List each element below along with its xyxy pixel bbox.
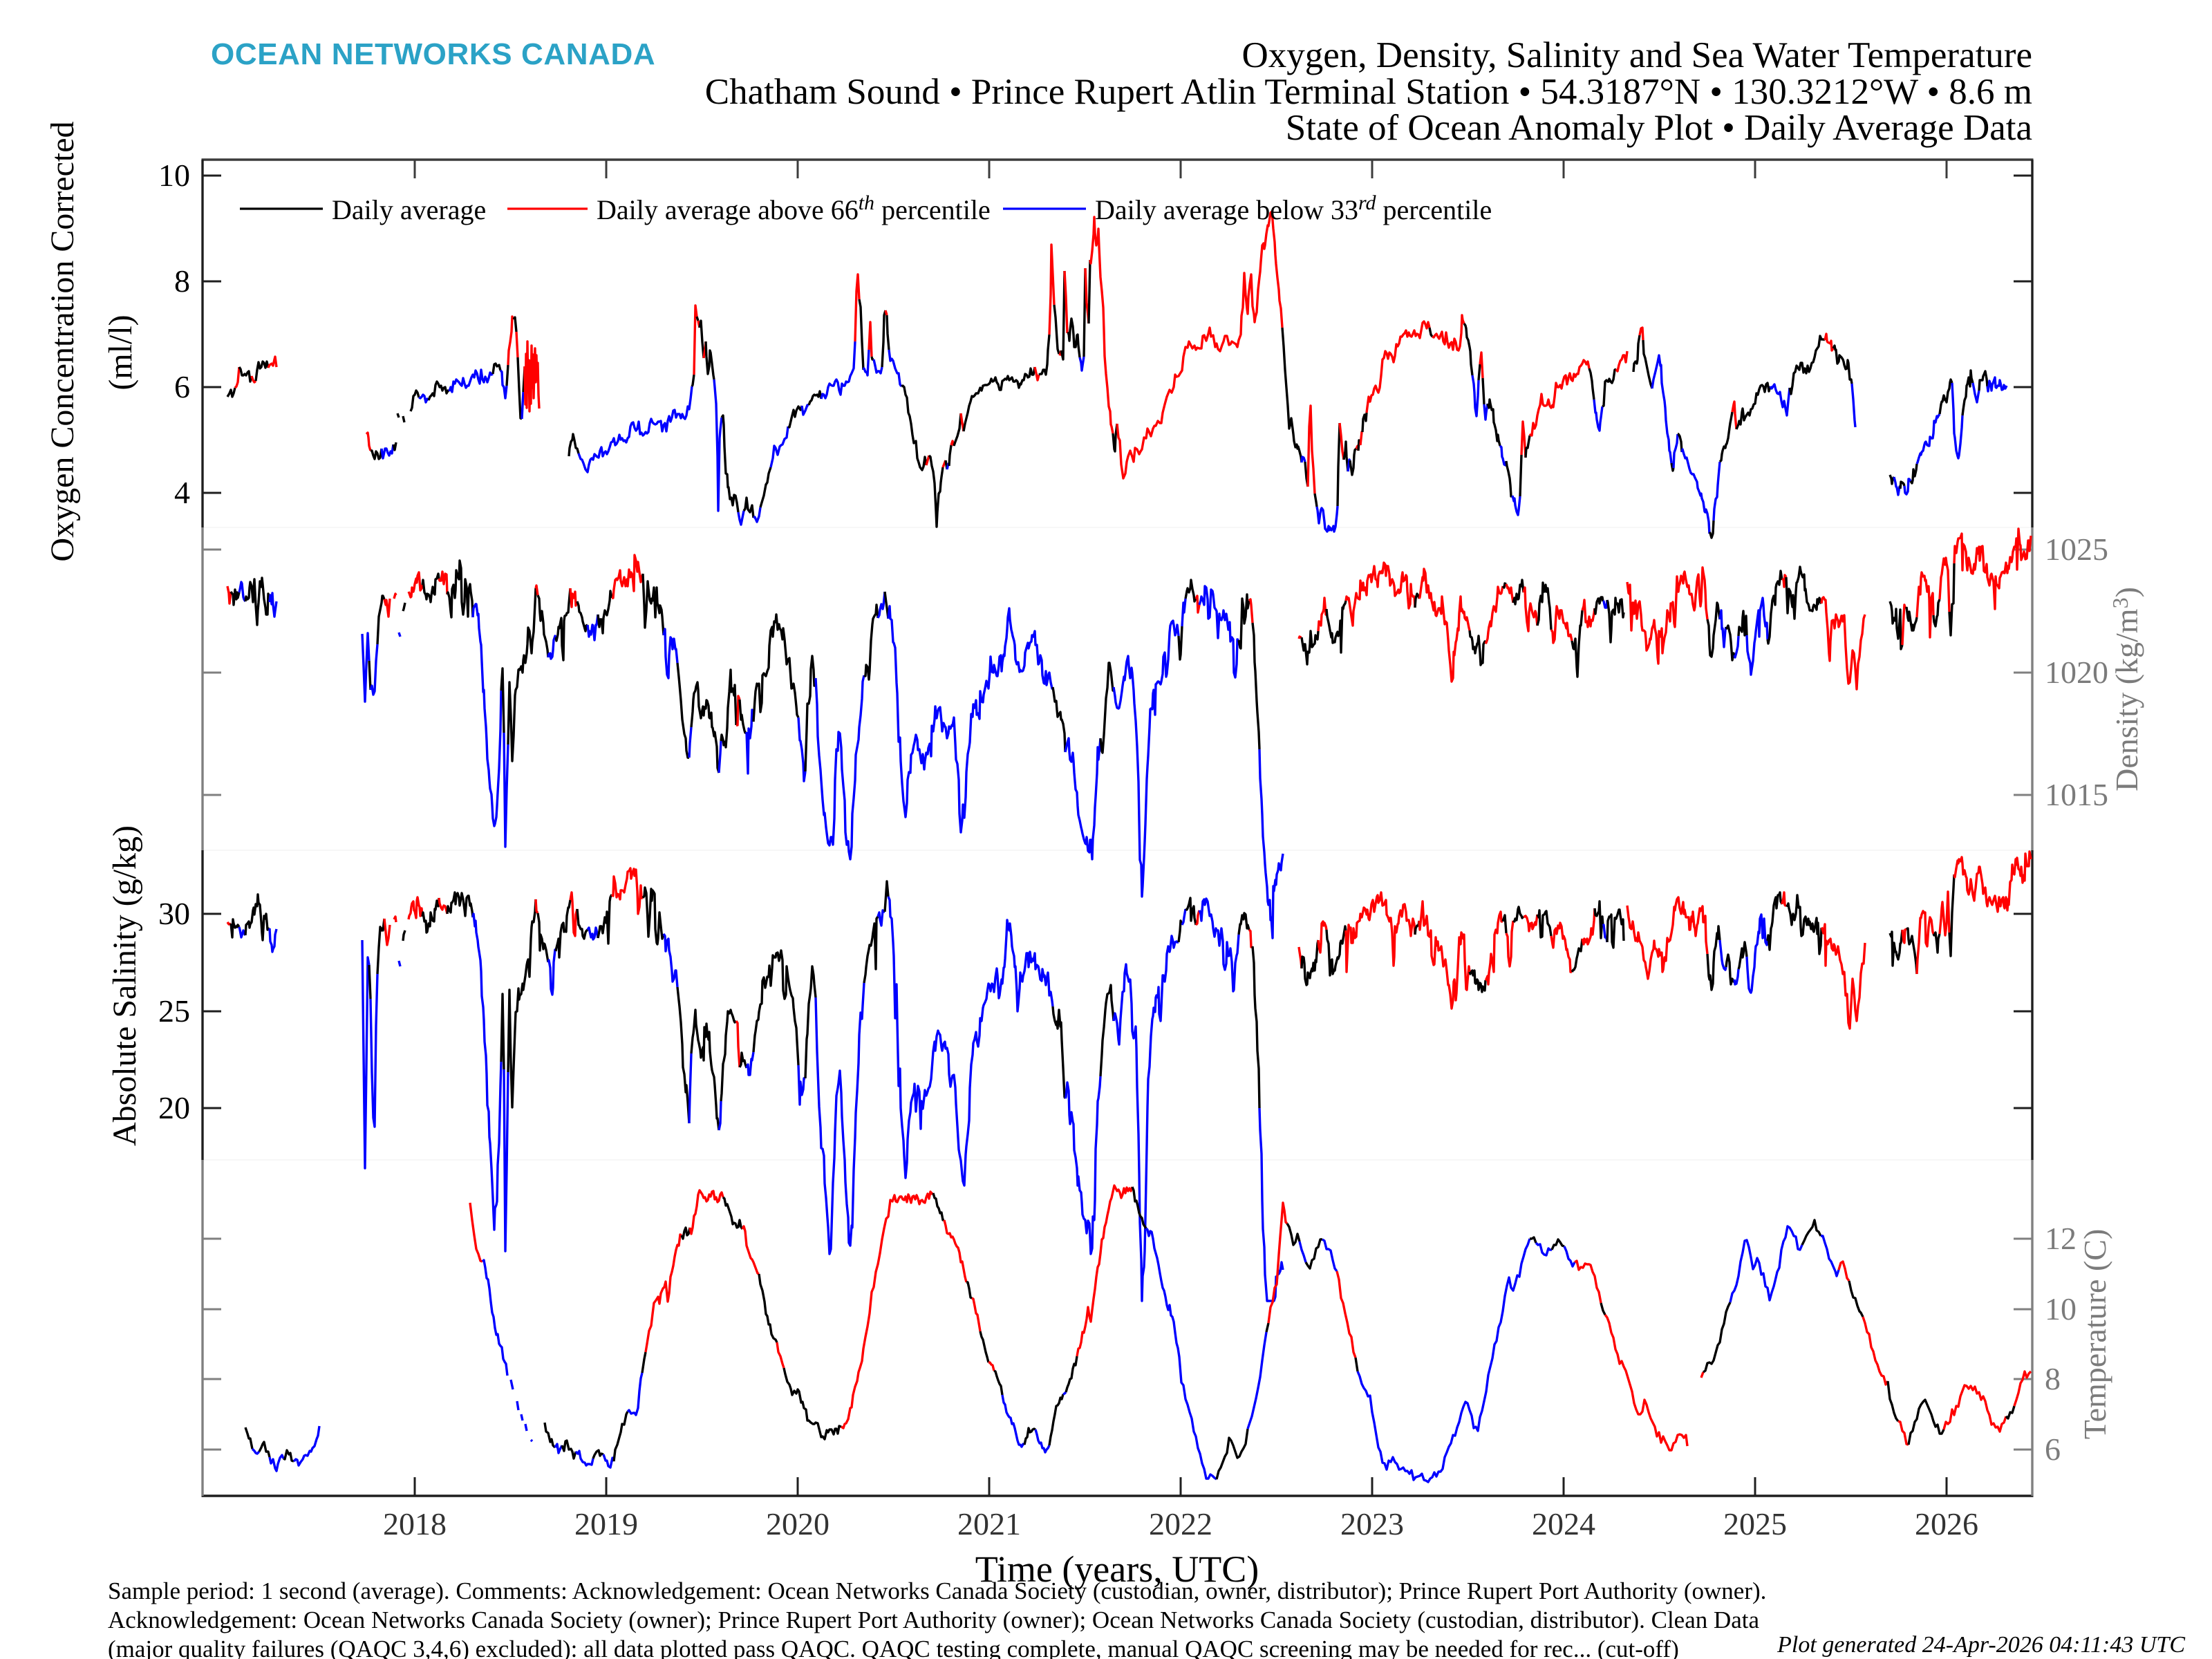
svg-text:2021: 2021 <box>957 1506 1021 1541</box>
svg-text:Plot generated 24-Apr-2026 04:: Plot generated 24-Apr-2026 04:11:43 UTC <box>1777 1632 2185 1658</box>
svg-text:OCEAN NETWORKS CANADA: OCEAN NETWORKS CANADA <box>211 37 655 71</box>
svg-text:4: 4 <box>174 475 190 510</box>
svg-text:State of Ocean Anomaly Plot •: State of Ocean Anomaly Plot • Daily Aver… <box>1286 108 2032 148</box>
svg-text:8: 8 <box>174 263 190 299</box>
svg-text:Daily average above 66th perce: Daily average above 66th percentile <box>597 191 991 225</box>
svg-text:10: 10 <box>2045 1291 2077 1327</box>
svg-text:12: 12 <box>2045 1221 2077 1256</box>
svg-text:2023: 2023 <box>1340 1506 1404 1541</box>
svg-text:Daily average below 33rd perce: Daily average below 33rd percentile <box>1095 191 1492 225</box>
svg-text:8: 8 <box>2045 1361 2061 1396</box>
svg-text:25: 25 <box>158 993 190 1029</box>
svg-text:2018: 2018 <box>383 1506 447 1541</box>
svg-text:2022: 2022 <box>1149 1506 1212 1541</box>
svg-text:1025: 1025 <box>2045 532 2108 567</box>
svg-text:1015: 1015 <box>2045 777 2108 812</box>
svg-text:Time (years, UTC): Time (years, UTC) <box>975 1548 1259 1590</box>
svg-text:(ml/l): (ml/l) <box>102 315 139 390</box>
svg-text:1020: 1020 <box>2045 655 2108 690</box>
svg-text:(major quality failures (QAQC: (major quality failures (QAQC 3,4,6) exc… <box>108 1635 1679 1659</box>
svg-text:Acknowledgement: Ocean Network: Acknowledgement: Ocean Networks Canada S… <box>108 1606 1760 1633</box>
svg-text:Density (kg/m3): Density (kg/m3) <box>2108 587 2144 791</box>
svg-text:30: 30 <box>158 896 190 931</box>
svg-text:Oxygen, Density, Salinity and: Oxygen, Density, Salinity and Sea Water … <box>1242 35 2033 75</box>
svg-text:2020: 2020 <box>766 1506 830 1541</box>
svg-text:10: 10 <box>158 158 190 193</box>
svg-text:Daily average: Daily average <box>332 194 486 225</box>
svg-text:20: 20 <box>158 1090 190 1125</box>
svg-text:Absolute Salinity (g/kg): Absolute Salinity (g/kg) <box>106 825 143 1146</box>
svg-text:Oxygen Concentration Corrected: Oxygen Concentration Corrected <box>44 121 81 561</box>
svg-text:2025: 2025 <box>1723 1506 1787 1541</box>
svg-text:Sample period: 1 second (avera: Sample period: 1 second (average). Comme… <box>108 1577 1766 1604</box>
svg-text:2026: 2026 <box>1915 1506 1978 1541</box>
svg-text:Chatham Sound • Prince Rupert: Chatham Sound • Prince Rupert Atlin Term… <box>705 72 2032 112</box>
svg-text:2024: 2024 <box>1532 1506 1595 1541</box>
svg-text:6: 6 <box>2045 1432 2061 1467</box>
svg-text:6: 6 <box>174 369 190 404</box>
svg-text:Temperature (C): Temperature (C) <box>2077 1229 2112 1440</box>
svg-text:2019: 2019 <box>574 1506 638 1541</box>
